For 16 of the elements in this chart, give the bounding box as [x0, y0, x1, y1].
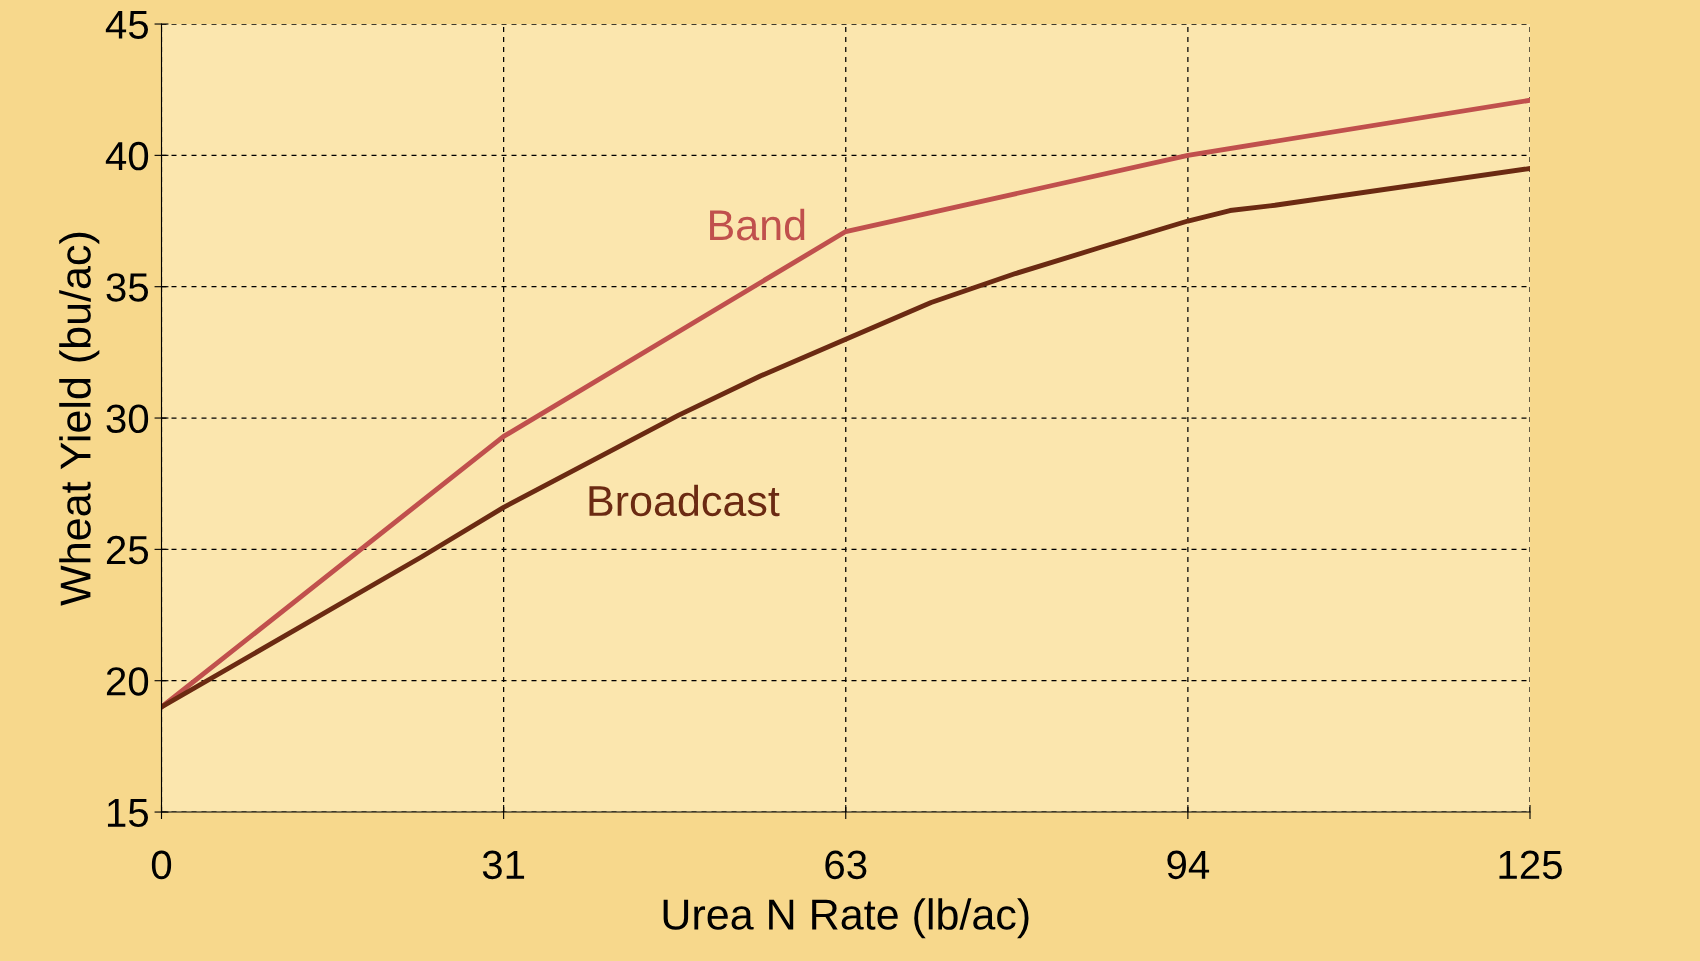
y-tick-label: 20 — [106, 667, 149, 696]
y-tick-label: 35 — [106, 273, 149, 302]
x-tick-label: 31 — [482, 850, 525, 880]
x-tick-label: 0 — [151, 850, 172, 880]
x-tick-label: 63 — [825, 850, 867, 880]
y-tick-label: 40 — [105, 141, 149, 171]
x-axis-title: Urea N Rate (lb/ac) — [663, 898, 1029, 939]
y-tick-label: 15 — [107, 798, 149, 828]
series-label: Band — [710, 208, 805, 241]
y-tick-label: 30 — [106, 404, 149, 434]
series-label: Broadcast — [589, 484, 780, 517]
y-tick-label: 45 — [105, 10, 149, 40]
x-tick-label: 94 — [1167, 850, 1210, 880]
y-axis-title: Wheat Yield (bu/ac) — [59, 232, 100, 606]
x-tick-label: 125 — [1499, 850, 1562, 880]
y-tick-label: 25 — [106, 535, 149, 565]
